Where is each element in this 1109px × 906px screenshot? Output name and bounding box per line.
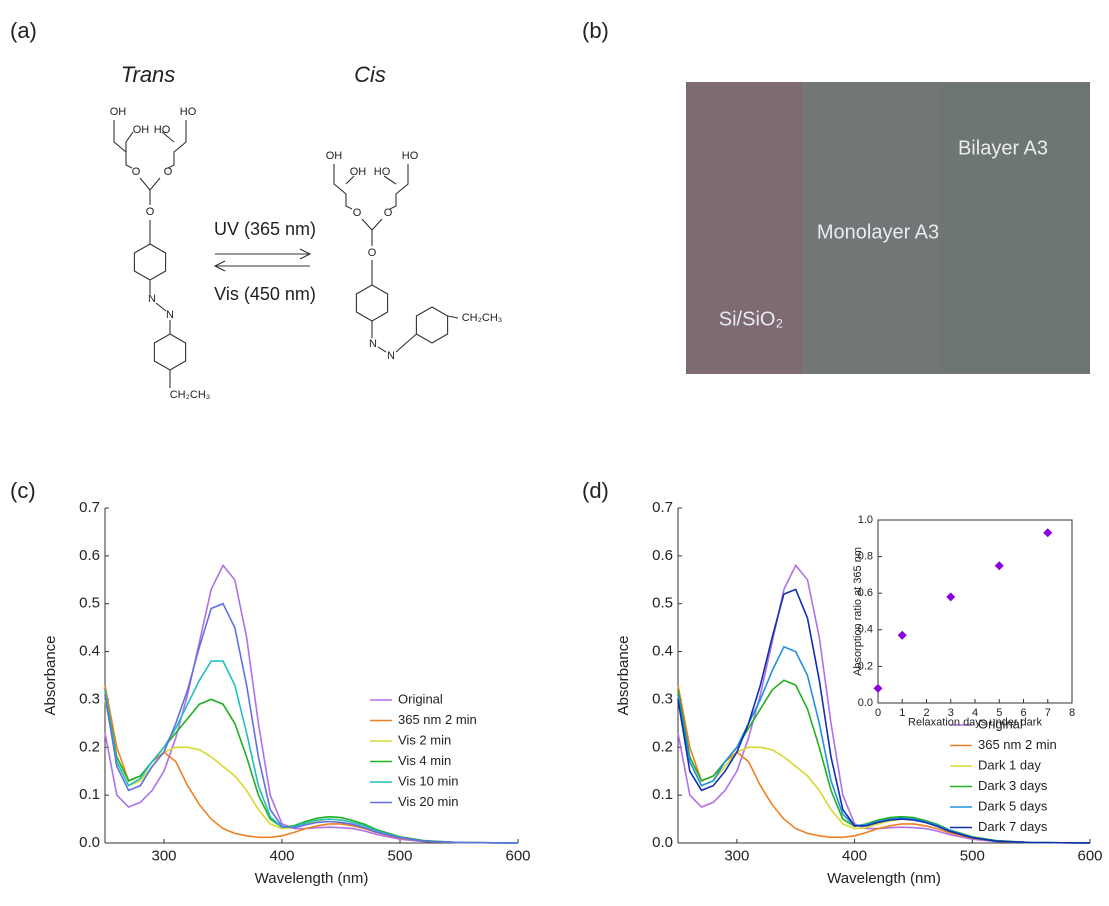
- y-tick-label: 0.0: [858, 697, 873, 709]
- photo-label: Si/SiO₂: [719, 308, 783, 330]
- legend-label: Dark 7 days: [978, 819, 1048, 834]
- y-tick-label: 0.1: [79, 786, 100, 803]
- y-tick-label: 0.6: [652, 547, 673, 564]
- y-tick-label: 0.4: [79, 643, 100, 660]
- atom-label: O: [353, 207, 362, 219]
- legend-label: Original: [398, 691, 443, 706]
- legend-label: 365 nm 2 min: [398, 712, 477, 727]
- x-tick-label: 8: [1069, 707, 1075, 719]
- y-tick-label: 0.5: [652, 595, 673, 612]
- cis-title: Cis: [354, 62, 386, 87]
- x-tick-label: 500: [960, 847, 985, 864]
- y-tick-label: 0.3: [652, 690, 673, 707]
- atom-label: CH₂CH₃: [170, 389, 211, 401]
- atom-label: O: [146, 206, 155, 218]
- panel-label: (c): [10, 478, 36, 503]
- x-axis-title: Wavelength (nm): [255, 870, 369, 887]
- legend-label: Vis 10 min: [398, 773, 458, 788]
- atom-label: O: [384, 207, 393, 219]
- y-tick-label: 1.0: [858, 514, 873, 526]
- atom-label: OH: [133, 124, 150, 136]
- y-tick-label: 0.2: [79, 738, 100, 755]
- y-tick-label: 0.6: [79, 547, 100, 564]
- atom-label: HO: [180, 106, 197, 118]
- y-axis-title: Absorbance: [615, 635, 632, 715]
- atom-label: N: [148, 293, 156, 305]
- atom-label: CH₂CH₃: [462, 312, 503, 324]
- series-line: [105, 661, 518, 843]
- y-tick-label: 0.4: [652, 643, 673, 660]
- y-axis-title: Absorption ratio at 365 nm: [852, 547, 864, 676]
- atom-label: HO: [154, 124, 171, 136]
- y-tick-label: 0.7: [652, 499, 673, 516]
- photo-region: [940, 82, 1090, 374]
- backward-label: Vis (450 nm): [214, 284, 316, 304]
- y-tick-label: 0.5: [79, 595, 100, 612]
- x-tick-label: 500: [387, 847, 412, 864]
- atom-label: O: [368, 247, 377, 259]
- legend-label: Vis 4 min: [398, 753, 451, 768]
- legend-label: Vis 20 min: [398, 794, 458, 809]
- forward-label: UV (365 nm): [214, 219, 316, 239]
- y-tick-label: 0.2: [652, 738, 673, 755]
- x-tick-label: 400: [842, 847, 867, 864]
- legend-label: Dark 1 day: [978, 757, 1041, 772]
- legend-label: 365 nm 2 min: [978, 737, 1057, 752]
- atom-label: O: [164, 166, 173, 178]
- panel-label: (d): [582, 478, 609, 503]
- atom-label: N: [369, 338, 377, 350]
- y-tick-label: 0.7: [79, 499, 100, 516]
- x-tick-label: 300: [151, 847, 176, 864]
- x-axis-title: Wavelength (nm): [827, 870, 941, 887]
- scheme: Trans Cis UV (365 nm) Vis (450 nm) OH OH…: [110, 62, 503, 401]
- photo: Bilayer A3 Monolayer A3 Si/SiO₂: [686, 82, 1090, 374]
- x-tick-label: 0: [875, 707, 881, 719]
- atom-label: OH: [326, 150, 343, 162]
- arrows: [215, 249, 310, 271]
- atom-label: HO: [402, 150, 419, 162]
- legend-label: Dark 5 days: [978, 798, 1048, 813]
- legend-label: Dark 3 days: [978, 778, 1048, 793]
- atom-label: O: [132, 166, 141, 178]
- legend-label: Vis 2 min: [398, 732, 451, 747]
- y-tick-label: 0.1: [652, 786, 673, 803]
- y-tick-label: 0.0: [652, 834, 673, 851]
- x-tick-label: 300: [724, 847, 749, 864]
- x-tick-label: 400: [269, 847, 294, 864]
- panel-label: (a): [10, 18, 37, 43]
- x-tick-label: 600: [1077, 847, 1102, 864]
- atom-label: OH: [350, 166, 367, 178]
- x-tick-label: 600: [505, 847, 530, 864]
- panel-label: (b): [582, 18, 609, 43]
- figure: (a) (b) (c) (d) Trans Cis UV (365 nm) Vi…: [0, 0, 1109, 901]
- cis-bonds: [334, 164, 458, 352]
- x-tick-label: 1: [899, 707, 905, 719]
- y-tick-label: 0.3: [79, 690, 100, 707]
- trans-bonds: [114, 120, 186, 388]
- trans-title: Trans: [121, 62, 176, 87]
- y-tick-label: 0.0: [79, 834, 100, 851]
- atom-label: HO: [374, 166, 391, 178]
- photo-label: Monolayer A3: [817, 221, 939, 243]
- y-axis-title: Absorbance: [42, 635, 59, 715]
- x-tick-label: 7: [1045, 707, 1051, 719]
- inset-frame: [878, 520, 1072, 703]
- atom-label: OH: [110, 106, 127, 118]
- x-axis-title: Relaxation days under dark: [908, 717, 1042, 729]
- photo-label: Bilayer A3: [958, 137, 1048, 159]
- atom-label: N: [387, 350, 395, 362]
- atom-label: N: [166, 309, 174, 321]
